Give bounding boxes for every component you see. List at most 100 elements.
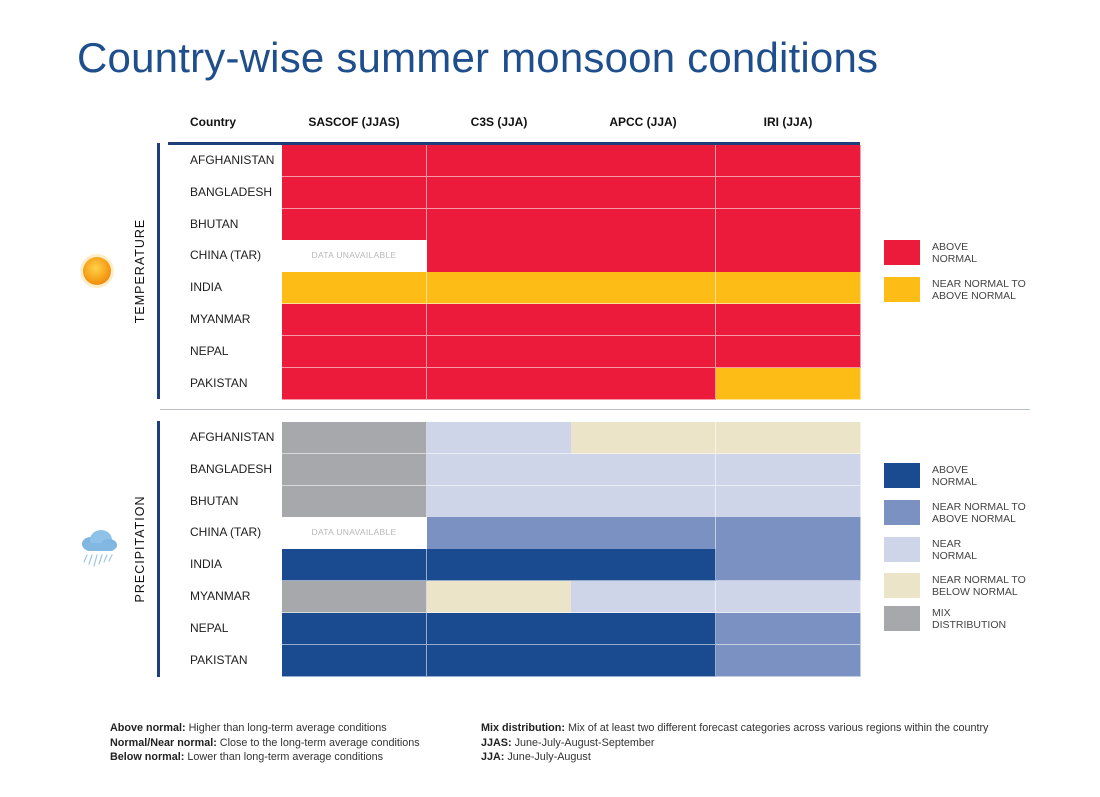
cell-nn bbox=[716, 581, 861, 614]
legend-swatch-nn bbox=[884, 537, 920, 562]
cell-nn bbox=[716, 485, 861, 518]
cell-nnan bbox=[716, 272, 861, 305]
country-label: BHUTAN bbox=[190, 216, 239, 231]
note-below-normal: Below normal: Lower than long-term avera… bbox=[110, 751, 384, 763]
cell-an bbox=[571, 240, 716, 273]
cell-an bbox=[427, 145, 572, 178]
notes-right: Mix distribution: Mix of at least two di… bbox=[481, 721, 988, 765]
legend-swatch-nnan bbox=[884, 277, 920, 302]
temperature-section-bar bbox=[157, 143, 160, 399]
rain-cloud-icon bbox=[82, 530, 117, 567]
cell-nn bbox=[571, 581, 716, 614]
cell-an bbox=[282, 176, 427, 210]
cell-an bbox=[282, 612, 427, 646]
country-label: AFGHANISTAN bbox=[190, 153, 275, 167]
cell-an bbox=[427, 644, 572, 677]
cell-an bbox=[427, 304, 572, 337]
cell-an bbox=[571, 335, 716, 369]
cell-an bbox=[571, 549, 716, 582]
note-normal: Normal/Near normal: Close to the long-te… bbox=[110, 736, 420, 749]
country-label: PAKISTAN bbox=[190, 375, 248, 390]
precipitation-section-bar bbox=[157, 421, 160, 677]
cell-an bbox=[571, 176, 716, 210]
cell-nn bbox=[571, 453, 716, 487]
cell-mix bbox=[282, 485, 427, 518]
legend-label-nnan: NEAR NORMAL TO ABOVE NORMAL bbox=[932, 501, 1026, 525]
cell-nn bbox=[427, 422, 572, 455]
cell-an bbox=[716, 145, 861, 178]
legend-swatch-an bbox=[884, 240, 920, 265]
cell-an bbox=[571, 208, 716, 241]
page-title: Country-wise summer monsoon conditions bbox=[77, 34, 879, 81]
cell-mix bbox=[282, 581, 427, 614]
cell-an bbox=[716, 240, 861, 273]
precipitation-section-label: PRECIPITATION bbox=[133, 495, 147, 603]
cell-nnbn bbox=[571, 422, 716, 455]
country-label: NEPAL bbox=[190, 620, 229, 635]
section-divider bbox=[160, 409, 1030, 410]
cell-an bbox=[282, 644, 427, 677]
cell-data-unavailable: DATA UNAVAILABLE bbox=[282, 517, 427, 550]
cell-an bbox=[716, 208, 861, 241]
cell-an bbox=[571, 145, 716, 178]
cell-an bbox=[427, 549, 572, 582]
cell-an bbox=[427, 335, 572, 369]
cell-nnan bbox=[716, 644, 861, 677]
cell-an bbox=[716, 176, 861, 210]
cell-an bbox=[571, 367, 716, 400]
header-rule bbox=[168, 142, 860, 145]
cell-an bbox=[282, 304, 427, 337]
cell-nnan bbox=[571, 517, 716, 550]
country-label: NEPAL bbox=[190, 343, 229, 358]
country-label: CHINA (TAR) bbox=[190, 525, 262, 540]
legend-label-nnan: NEAR NORMAL TO ABOVE NORMAL bbox=[932, 278, 1026, 302]
legend-label-an: ABOVE NORMAL bbox=[932, 464, 977, 488]
legend-label-an: ABOVE NORMAL bbox=[932, 241, 977, 265]
cell-nn bbox=[716, 453, 861, 487]
cell-nnbn bbox=[716, 422, 861, 455]
cell-an bbox=[427, 612, 572, 646]
country-label: BHUTAN bbox=[190, 493, 239, 508]
cell-nnan bbox=[716, 612, 861, 646]
note-above-normal: Above normal: Higher than long-term aver… bbox=[110, 722, 387, 734]
country-label: BANGLADESH bbox=[190, 184, 273, 199]
note-mix-distribution: Mix distribution: Mix of at least two di… bbox=[481, 722, 989, 734]
cell-nnbn bbox=[427, 581, 572, 614]
cell-nnan bbox=[427, 272, 572, 305]
cell-nnan bbox=[571, 272, 716, 305]
cell-an bbox=[571, 644, 716, 677]
cell-an bbox=[282, 367, 427, 400]
cell-nnan bbox=[716, 549, 861, 582]
cell-an bbox=[571, 304, 716, 337]
legend-label-nnbn: NEAR NORMAL TO BELOW NORMAL bbox=[932, 574, 1026, 598]
cell-an bbox=[282, 208, 427, 241]
cell-data-unavailable: DATA UNAVAILABLE bbox=[282, 240, 427, 273]
cell-an bbox=[282, 145, 427, 178]
cell-nn bbox=[427, 485, 572, 518]
cell-an bbox=[427, 208, 572, 241]
country-label: CHINA (TAR) bbox=[190, 248, 262, 263]
cell-an bbox=[282, 335, 427, 369]
cell-an bbox=[282, 549, 427, 582]
cell-an bbox=[427, 176, 572, 210]
cell-nn bbox=[427, 453, 572, 487]
country-label: AFGHANISTAN bbox=[190, 430, 275, 444]
cell-nnan bbox=[716, 367, 861, 400]
cell-mix bbox=[282, 422, 427, 455]
country-label: INDIA bbox=[190, 557, 223, 572]
column-header-country: Country bbox=[190, 115, 236, 129]
note-jjas: JJAS: June-July-August-September bbox=[481, 736, 655, 749]
column-header-sascof: SASCOF (JJAS) bbox=[308, 115, 400, 129]
cell-mix bbox=[282, 453, 427, 487]
legend-label-mix: MIX DISTRIBUTION bbox=[932, 607, 1007, 631]
legend-swatch-nnan bbox=[884, 500, 920, 525]
cell-an bbox=[571, 612, 716, 646]
cell-an bbox=[716, 304, 861, 337]
legend-swatch-nnbn bbox=[884, 573, 920, 598]
country-label: MYANMAR bbox=[190, 589, 251, 603]
column-header-iri: IRI (JJA) bbox=[763, 115, 813, 129]
note-jja: JJA: June-July-August bbox=[481, 751, 591, 763]
temperature-section-label: TEMPERATURE bbox=[133, 218, 147, 324]
cell-nn bbox=[571, 485, 716, 518]
cell-an bbox=[427, 240, 572, 273]
